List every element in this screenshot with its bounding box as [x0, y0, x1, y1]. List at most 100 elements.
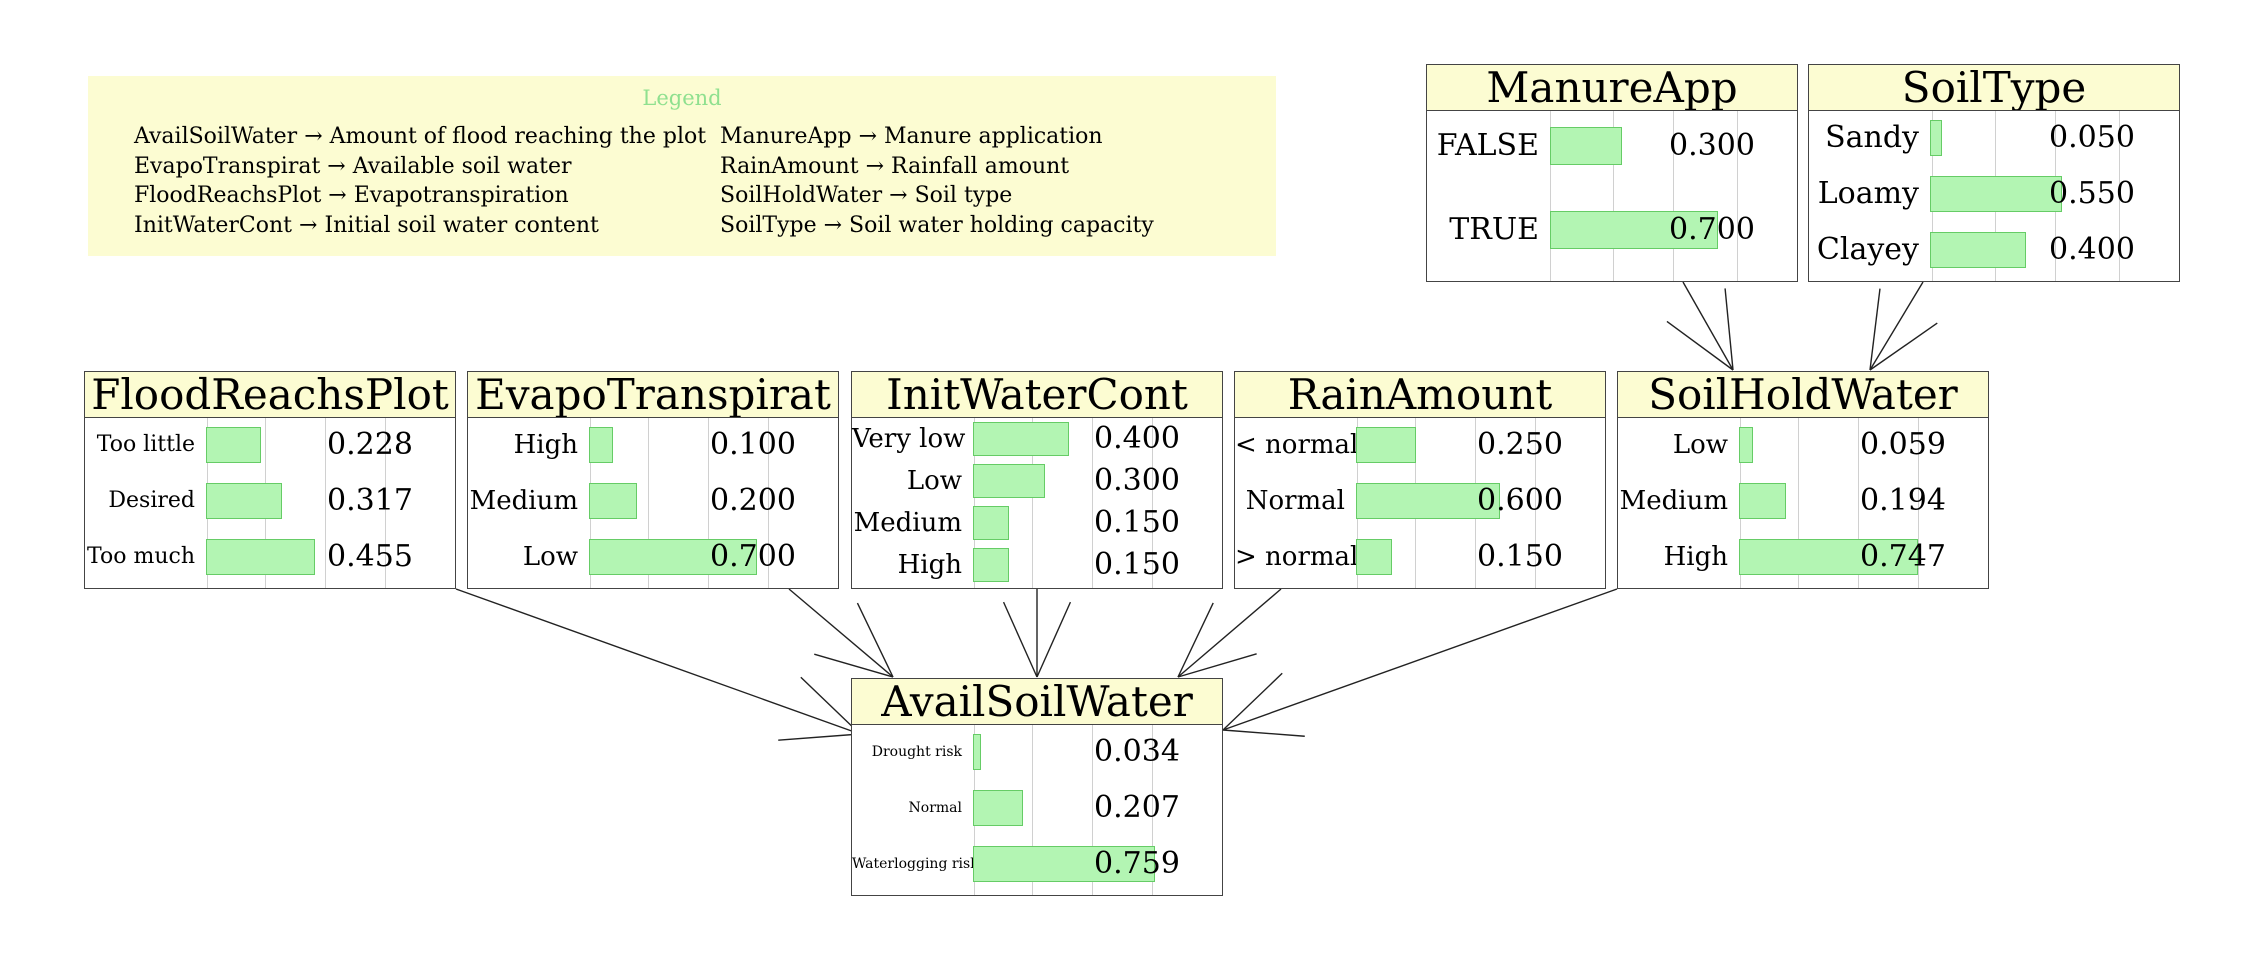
arrowhead-stroke: [1724, 288, 1734, 371]
state-label: Normal: [908, 800, 962, 816]
probability-value: 0.317: [327, 483, 413, 518]
probability-bar: [1739, 483, 1786, 519]
state-row[interactable]: Medium 0.200: [468, 481, 838, 521]
node-title: RainAmount: [1235, 372, 1605, 418]
probability-bar: [1739, 539, 1919, 575]
state-label: > normal: [1235, 542, 1359, 572]
node-title: SoilType: [1809, 65, 2179, 111]
legend-abbr: InitWaterCont: [134, 212, 293, 238]
grid-line: [974, 418, 975, 588]
state-row[interactable]: Low 0.700: [468, 537, 838, 577]
state-label: Low: [522, 542, 578, 572]
arrowhead-stroke: [778, 733, 861, 741]
node-manureapp[interactable]: ManureApp FALSE 0.300 TRUE 0.700: [1426, 64, 1798, 282]
grid-line: [1152, 418, 1153, 588]
probability-value: 0.700: [1669, 212, 1755, 247]
probability-bar: [1550, 211, 1718, 249]
probability-value: 0.059: [1860, 427, 1946, 462]
state-label: High: [897, 550, 962, 580]
probability-value: 0.034: [1094, 734, 1180, 769]
legend-item: RainAmount → Rainfall amount: [720, 153, 1070, 179]
grid-line: [325, 418, 326, 588]
legend-item: EvapoTranspirat → Available soil water: [134, 153, 572, 179]
node-initwatercont[interactable]: InitWaterCont Very low 0.400 Low 0.300 Medium…: [851, 371, 1223, 589]
state-row[interactable]: > normal 0.150: [1235, 537, 1605, 577]
node-title: SoilHoldWater: [1618, 372, 1988, 418]
node-soiltype[interactable]: SoilType Sandy 0.050 Loamy 0.550 Clayey 0.400: [1808, 64, 2180, 282]
state-row[interactable]: Low 0.059: [1618, 425, 1988, 465]
state-row[interactable]: Too little 0.228: [85, 425, 455, 465]
state-label: Medium: [1619, 486, 1728, 516]
legend-full: Soil type: [914, 183, 1013, 208]
legend-full: Amount of flood reaching the plot: [329, 124, 707, 149]
node-floodreachsplot[interactable]: FloodReachsPlot Too little 0.228 Desired 0.3…: [84, 371, 456, 589]
probability-bar: [1930, 120, 1942, 156]
state-row[interactable]: Normal 0.207: [852, 788, 1222, 828]
state-row[interactable]: Sandy 0.050: [1809, 118, 2179, 158]
arrowhead-stroke: [1036, 601, 1072, 678]
probability-bar: [589, 483, 637, 519]
probability-bar: [1930, 176, 2062, 212]
state-label: Waterlogging risk: [852, 856, 979, 872]
edge-floodreachsplot-to-availsoilwater: [455, 588, 861, 741]
state-label: Too much: [87, 544, 195, 569]
legend-column-right: ManureApp → Manure application RainAmoun…: [720, 122, 1154, 240]
state-row[interactable]: Drought risk 0.034: [852, 732, 1222, 772]
node-availsoilwater[interactable]: AvailSoilWater Drought risk 0.034 Normal 0.2…: [851, 678, 1223, 896]
arrowhead-stroke: [1869, 322, 1938, 371]
legend-item: AvailSoilWater → Amount of flood reachin…: [134, 124, 707, 149]
state-row[interactable]: TRUE 0.700: [1427, 209, 1797, 251]
probability-bar: [1356, 539, 1392, 575]
probability-value: 0.300: [1669, 128, 1755, 163]
state-row[interactable]: Normal 0.600: [1235, 481, 1605, 521]
grid-line: [708, 418, 709, 588]
probability-value: 0.150: [1094, 505, 1180, 540]
grid-line: [1798, 418, 1799, 588]
node-rainamount[interactable]: RainAmount < normal 0.250 Normal 0.600 > norm…: [1234, 371, 1606, 589]
probability-bar: [1550, 127, 1622, 165]
state-row[interactable]: Medium 0.194: [1618, 481, 1988, 521]
node-evapotranspirat[interactable]: EvapoTranspirat High 0.100 Medium 0.200 Low 0.…: [467, 371, 839, 589]
probability-value: 0.150: [1477, 539, 1563, 574]
probability-value: 0.747: [1860, 539, 1946, 574]
state-row[interactable]: Medium 0.150: [852, 504, 1222, 542]
state-row[interactable]: Desired 0.317: [85, 481, 455, 521]
state-row[interactable]: Clayey 0.400: [1809, 230, 2179, 270]
legend-abbr: EvapoTranspirat: [134, 153, 321, 179]
probability-value: 0.207: [1094, 790, 1180, 825]
edge-line: [1222, 588, 1618, 731]
legend-title: Legend: [642, 86, 722, 110]
grid-line: [1092, 418, 1093, 588]
state-row[interactable]: High 0.747: [1618, 537, 1988, 577]
legend-full: Soil water holding capacity: [849, 212, 1154, 238]
grid-line: [1535, 418, 1536, 588]
legend-item: SoilType → Soil water holding capacity: [720, 212, 1154, 238]
arrowhead-stroke: [1177, 653, 1257, 678]
probability-value: 0.600: [1477, 483, 1563, 518]
state-row[interactable]: Too much 0.455: [85, 537, 455, 577]
state-row[interactable]: Very low 0.400: [852, 420, 1222, 458]
legend-full: Available soil water: [352, 153, 572, 179]
state-label: Medium: [853, 508, 962, 538]
grid-line: [768, 418, 769, 588]
state-row[interactable]: Loamy 0.550: [1809, 174, 2179, 214]
probability-bar: [973, 548, 1009, 582]
node-body: Low 0.059 Medium 0.194 High 0.747: [1618, 418, 1988, 588]
state-row[interactable]: FALSE 0.300: [1427, 125, 1797, 167]
node-soilholdwater[interactable]: SoilHoldWater Low 0.059 Medium 0.194 High 0.74…: [1617, 371, 1989, 589]
edge-manureapp-to-soilholdwater: [1666, 281, 1734, 371]
state-row[interactable]: Low 0.300: [852, 462, 1222, 500]
arrowhead-stroke: [1869, 288, 1881, 371]
probability-bar: [973, 464, 1045, 498]
state-row[interactable]: High 0.150: [852, 546, 1222, 584]
probability-value: 0.455: [327, 539, 413, 574]
node-title: EvapoTranspirat: [468, 372, 838, 418]
probability-bar: [1356, 483, 1500, 519]
edge-initwatercont-to-availsoilwater: [1002, 589, 1072, 678]
probability-bar: [206, 483, 283, 519]
state-row[interactable]: Waterlogging risk 0.759: [852, 844, 1222, 884]
state-row[interactable]: < normal 0.250: [1235, 425, 1605, 465]
state-label: < normal: [1235, 430, 1359, 460]
probability-bar: [589, 539, 757, 575]
state-row[interactable]: High 0.100: [468, 425, 838, 465]
